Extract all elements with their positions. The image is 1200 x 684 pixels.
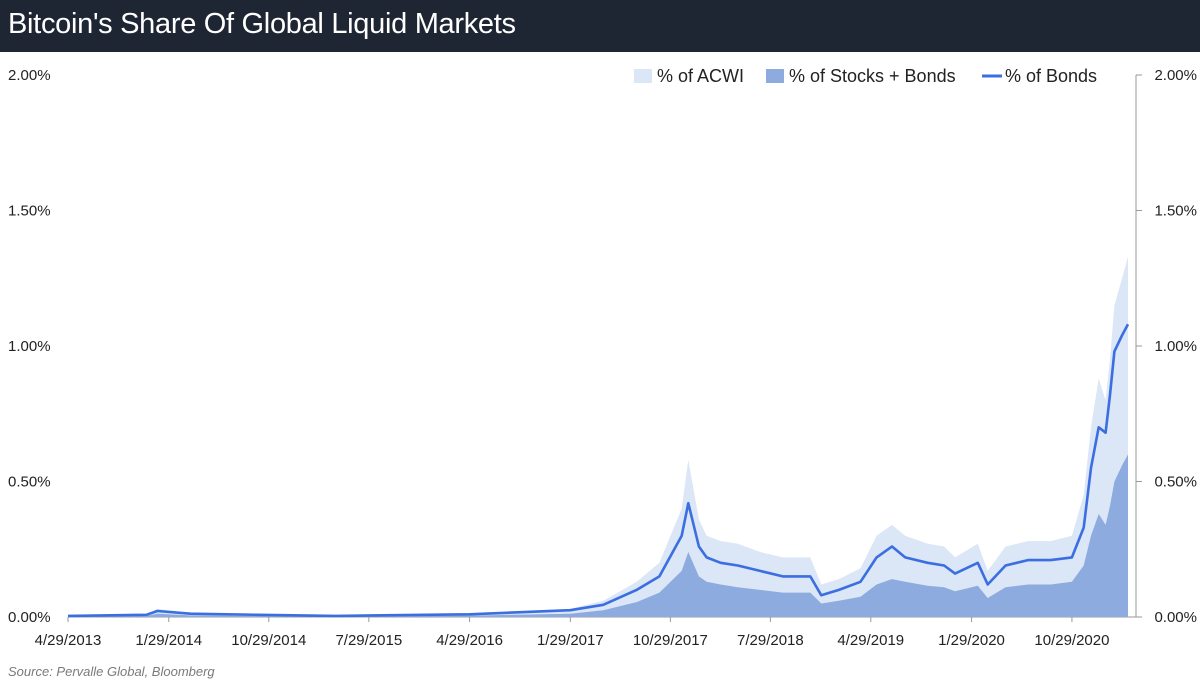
- legend-acwi-swatch: [634, 69, 652, 83]
- x-tick-label: 1/29/2014: [135, 632, 202, 649]
- series-area-acwi: [68, 256, 1128, 617]
- source-note: Source: Pervalle Global, Bloomberg: [8, 664, 215, 679]
- legend-stocks-bonds-label: % of Stocks + Bonds: [789, 66, 956, 86]
- x-tick-label: 7/29/2018: [737, 632, 804, 649]
- y-tick-label-left: 0.50%: [8, 474, 51, 491]
- series-line-bonds: [67, 323, 1130, 618]
- x-tick-label: 1/29/2017: [537, 632, 604, 649]
- title-bar: Bitcoin's Share Of Global Liquid Markets: [0, 0, 1200, 52]
- x-tick-label: 10/29/2020: [1034, 632, 1109, 649]
- x-tick-label: 10/29/2014: [231, 632, 306, 649]
- x-tick-label: 4/29/2016: [436, 632, 503, 649]
- x-tick-label: 1/29/2020: [938, 632, 1005, 649]
- chart-area: 0.00% 0.00% 0.50% 0.50% 1.00% 1.00% 1.50% 1.50%…: [8, 66, 1197, 649]
- x-tick-label: 7/29/2015: [335, 632, 402, 649]
- y-tick-label-right: 1.00%: [1154, 338, 1197, 355]
- y-tick-label-right: 1.50%: [1154, 203, 1197, 220]
- series-area-stocks-bonds: [68, 454, 1128, 617]
- legend-bonds-label: % of Bonds: [1005, 66, 1097, 86]
- y-tick-label-left: 1.00%: [8, 338, 51, 355]
- x-tick-label: 10/29/2017: [633, 632, 708, 649]
- y-tick-label-left: 0.00%: [8, 609, 51, 626]
- legend-stocks-bonds-swatch: [766, 69, 784, 83]
- y-tick-label-right: 0.00%: [1154, 609, 1197, 626]
- x-tick-label: 4/29/2019: [837, 632, 904, 649]
- y-tick-label-right: 0.50%: [1154, 474, 1197, 491]
- y-tick-label-left: 1.50%: [8, 203, 51, 220]
- y-tick-label-right: 2.00%: [1154, 67, 1197, 84]
- x-tick-label: 4/29/2013: [35, 632, 102, 649]
- y-tick-label-left: 2.00%: [8, 67, 51, 84]
- chart-title: Bitcoin's Share Of Global Liquid Markets: [8, 8, 516, 40]
- legend-acwi-label: % of ACWI: [657, 66, 744, 86]
